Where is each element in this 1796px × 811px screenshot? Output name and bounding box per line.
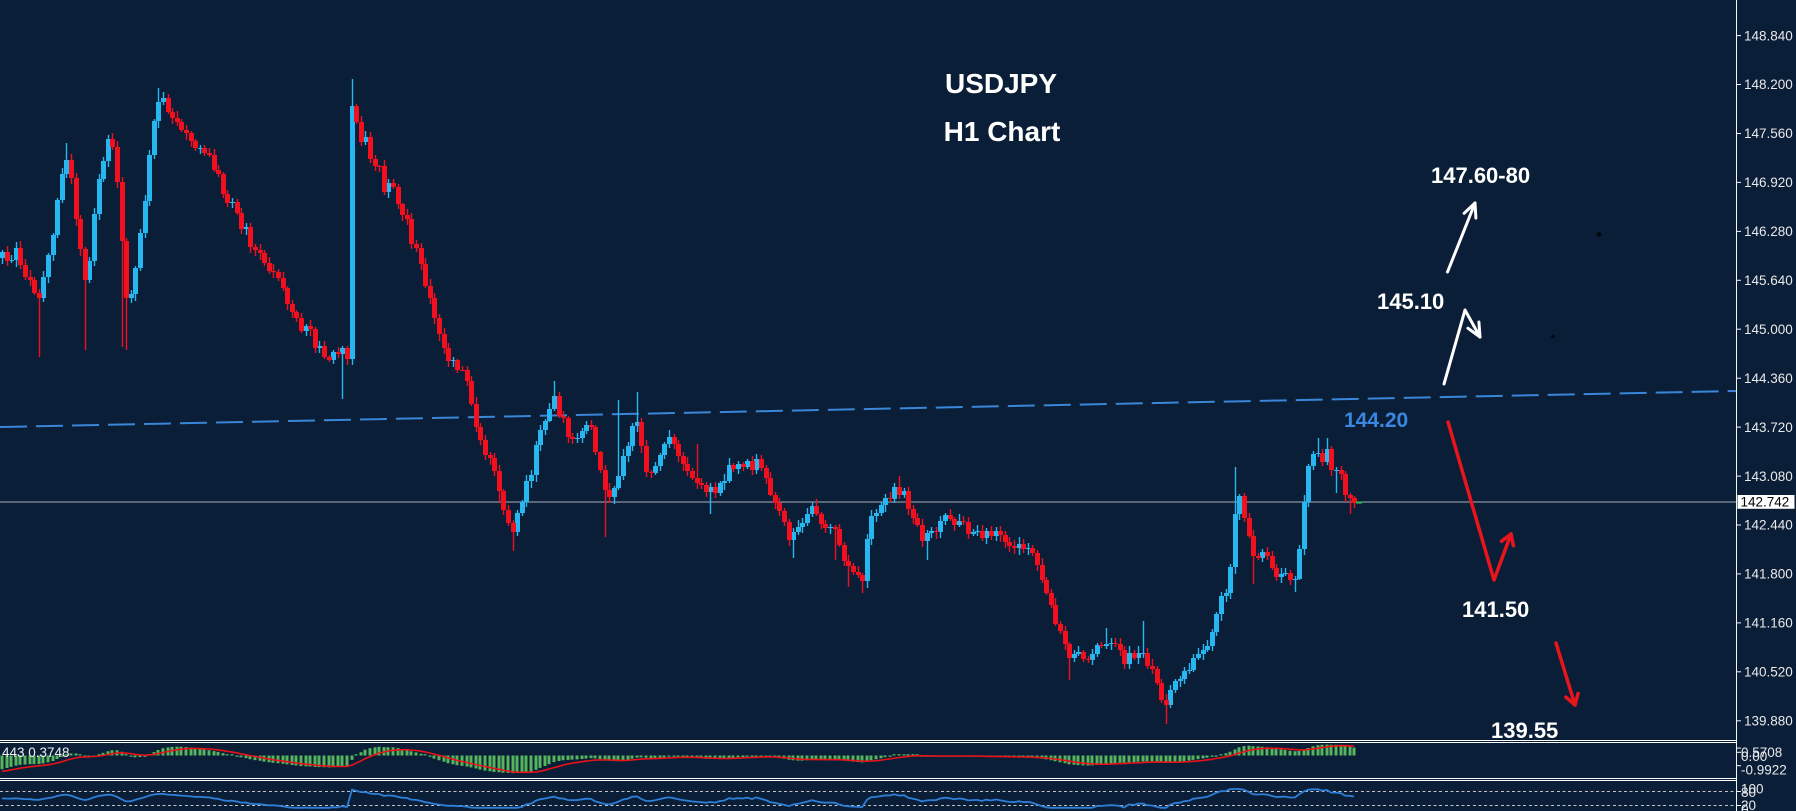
svg-text:141.50: 141.50	[1462, 597, 1529, 622]
svg-text:145.10: 145.10	[1377, 289, 1444, 314]
svg-text:142.440: 142.440	[1744, 518, 1793, 533]
svg-text:141.160: 141.160	[1744, 616, 1793, 631]
svg-text:0.00: 0.00	[1741, 749, 1767, 764]
svg-text:80: 80	[1741, 785, 1756, 800]
svg-text:443 0.3748: 443 0.3748	[2, 745, 70, 760]
svg-text:139.55: 139.55	[1491, 718, 1558, 743]
svg-text:100: 100	[1741, 781, 1764, 796]
svg-text:144.20: 144.20	[1344, 409, 1408, 432]
svg-text:141.800: 141.800	[1744, 567, 1793, 582]
svg-text:H1 Chart: H1 Chart	[944, 116, 1061, 147]
svg-text:140.520: 140.520	[1744, 665, 1793, 680]
svg-text:148.840: 148.840	[1744, 28, 1793, 43]
svg-text:139.880: 139.880	[1744, 713, 1793, 728]
svg-text:0: 0	[1741, 802, 1749, 811]
svg-text:148.200: 148.200	[1744, 77, 1793, 92]
svg-text:USDJPY: USDJPY	[945, 68, 1057, 99]
svg-text:146.920: 146.920	[1744, 175, 1793, 190]
svg-text:147.560: 147.560	[1744, 126, 1793, 141]
svg-text:145.640: 145.640	[1744, 273, 1793, 288]
svg-text:-0.9922: -0.9922	[1741, 762, 1787, 777]
svg-text:143.080: 143.080	[1744, 469, 1793, 484]
svg-text:143.720: 143.720	[1744, 420, 1793, 435]
svg-text:145.000: 145.000	[1744, 322, 1793, 337]
svg-text:146.280: 146.280	[1744, 224, 1793, 239]
svg-text:147.60-80: 147.60-80	[1431, 163, 1530, 188]
svg-text:142.742: 142.742	[1741, 495, 1790, 510]
svg-text:144.360: 144.360	[1744, 371, 1793, 386]
svg-text:20: 20	[1741, 798, 1756, 811]
svg-text:0.5708: 0.5708	[1741, 745, 1782, 760]
